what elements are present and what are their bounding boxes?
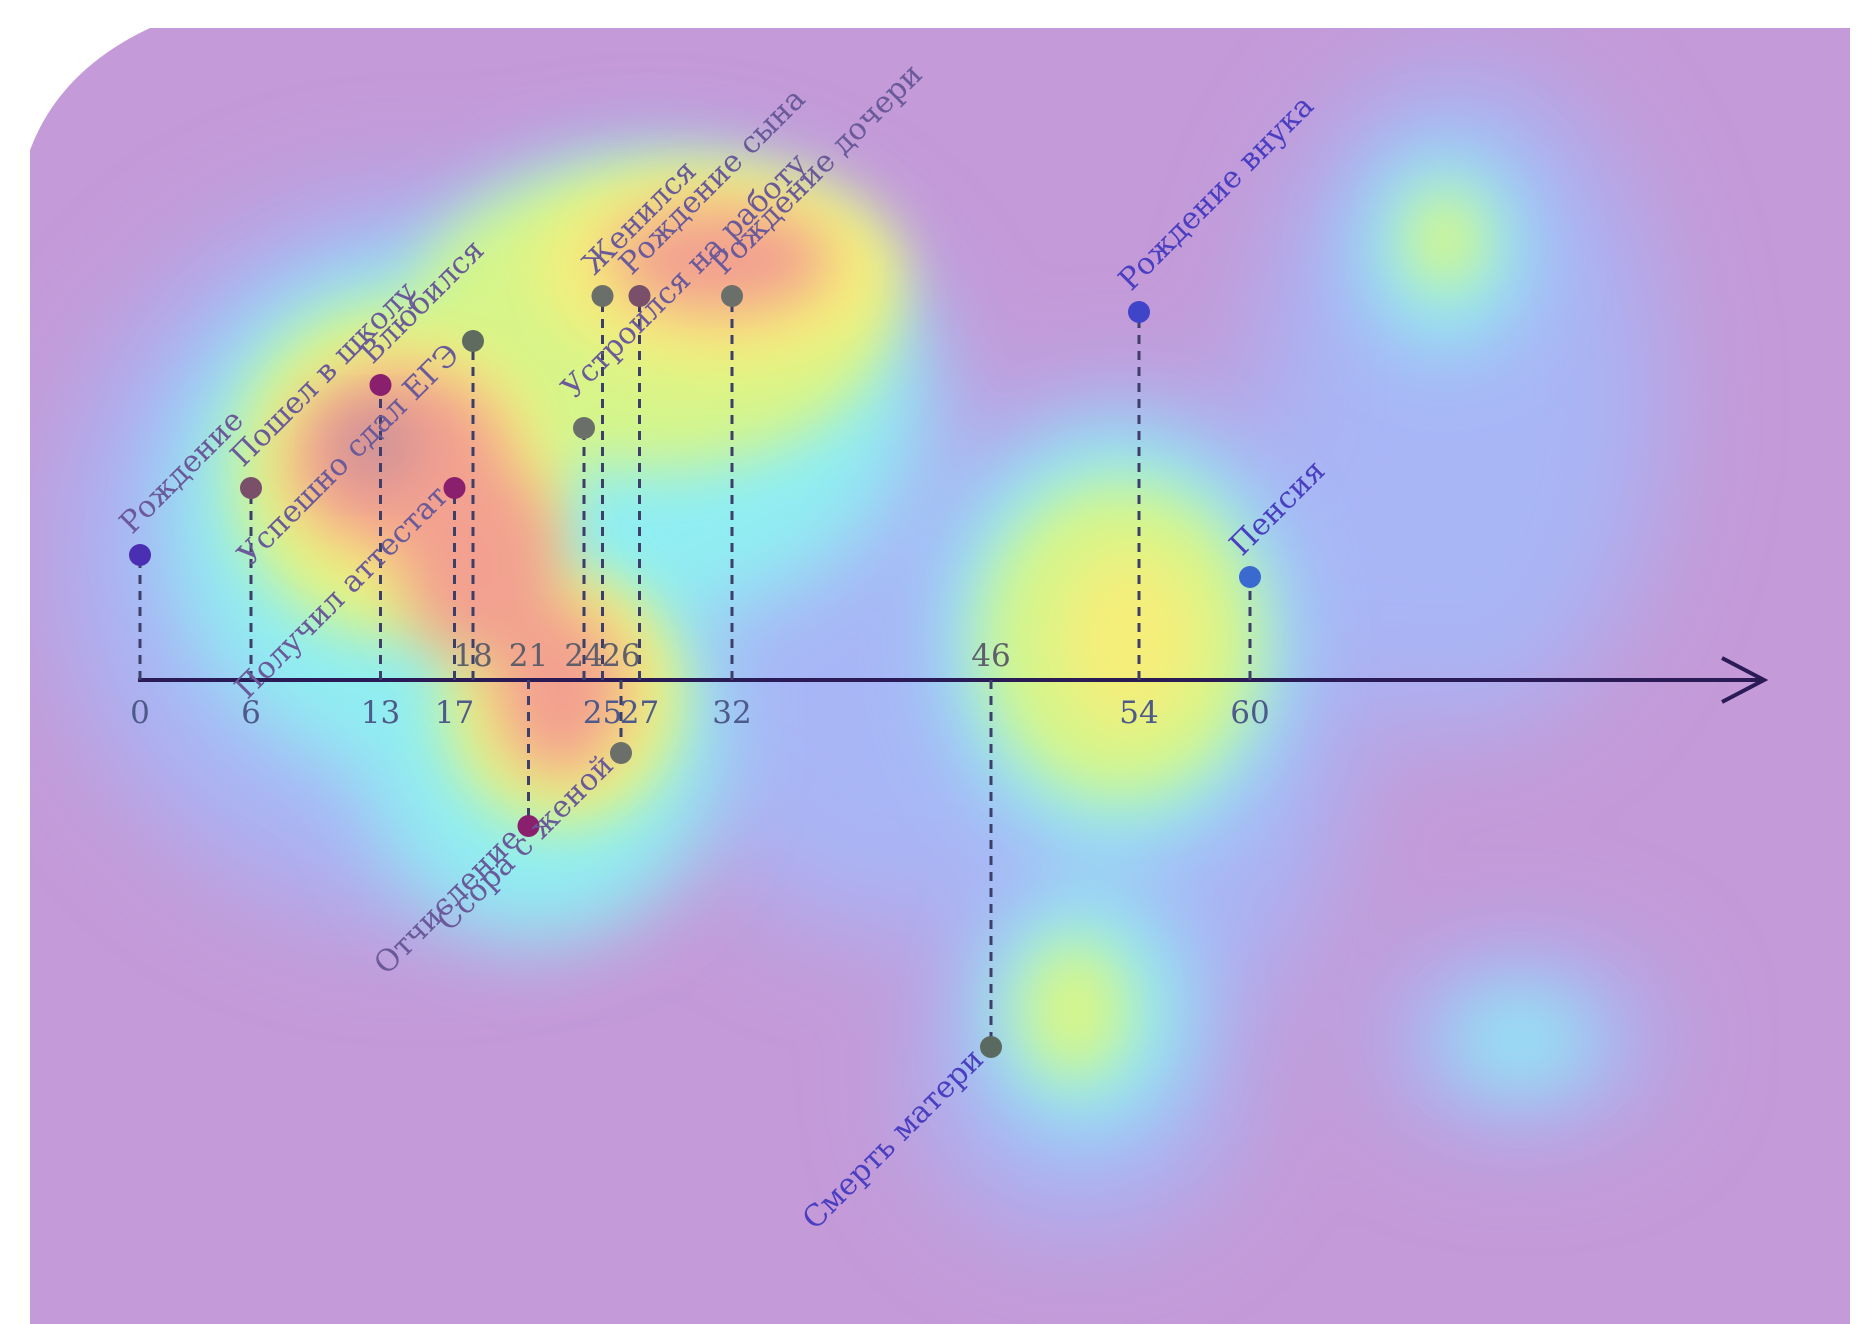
tick-label-above-26: 26: [601, 638, 640, 674]
event-dot-60: [1239, 566, 1261, 588]
event-dot-24: [573, 417, 595, 439]
event-dot-25: [591, 285, 614, 307]
event-dot-32: [721, 285, 743, 307]
event-dot-18: [462, 330, 484, 352]
tick-label-below-54: 54: [1119, 695, 1158, 731]
event-dot-6: [240, 477, 262, 499]
tick-label-above-24: 24: [564, 638, 603, 674]
tick-label-above-18: 18: [453, 638, 492, 674]
tick-label-below-25: 25: [583, 695, 622, 731]
timeline-axis: [138, 656, 1769, 704]
tick-label-above-46: 46: [971, 638, 1010, 674]
tick-label-below-13: 13: [361, 695, 400, 731]
tick-label-below-32: 32: [712, 695, 751, 731]
tick-label-above-21: 21: [509, 638, 548, 674]
tick-label-below-6: 6: [241, 695, 261, 731]
tick-label-below-60: 60: [1230, 695, 1269, 731]
event-markers: [129, 285, 1261, 1058]
event-dot-27: [628, 285, 651, 307]
event-stems: [138, 296, 1252, 1047]
tick-label-below-17: 17: [435, 695, 474, 731]
event-dot-21: [517, 815, 540, 837]
tick-label-below-27: 27: [620, 695, 659, 731]
tick-label-below-0: 0: [130, 695, 150, 731]
event-dot-46: [980, 1036, 1002, 1058]
event-dot-0: [129, 544, 151, 566]
event-dot-54: [1128, 301, 1150, 323]
event-dot-13: [369, 374, 392, 396]
event-dot-26: [610, 742, 632, 764]
event-dot-17: [443, 477, 466, 499]
